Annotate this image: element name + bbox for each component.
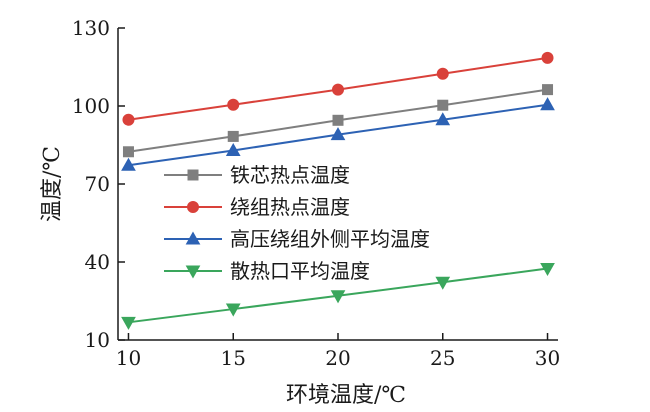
series-4: [121, 263, 555, 330]
data-point: [540, 263, 555, 277]
x-tick-label: 25: [430, 346, 455, 370]
data-point: [542, 84, 554, 96]
data-point: [436, 67, 449, 80]
x-tick-label: 30: [535, 346, 560, 370]
data-point: [225, 142, 241, 156]
data-point: [541, 51, 554, 64]
legend-item: 高压绕组外侧平均温度: [164, 227, 430, 251]
series-layer: [121, 51, 555, 330]
legend-item: 绕组热点温度: [164, 195, 350, 219]
series-3: [121, 97, 555, 171]
legend-item: 散热口平均温度: [164, 259, 370, 283]
data-point: [435, 276, 451, 290]
y-tick-label: 70: [85, 172, 110, 196]
data-point: [121, 157, 136, 171]
data-point: [330, 127, 346, 141]
x-tick-label: 15: [221, 346, 246, 370]
legend-marker: [187, 169, 199, 181]
data-point: [330, 290, 346, 304]
data-point: [122, 146, 134, 158]
y-axis-title: 温度/℃: [40, 146, 65, 222]
data-point: [122, 113, 135, 126]
y-tick-label: 130: [72, 16, 110, 40]
y-tick-label: 10: [85, 328, 110, 352]
data-point: [227, 98, 240, 111]
x-tick-label: 20: [325, 346, 350, 370]
legend-marker: [187, 201, 199, 213]
y-tick-label: 40: [85, 250, 110, 274]
legend-marker: [185, 265, 201, 279]
x-axis-title: 环境温度/℃: [286, 383, 406, 408]
series-1: [122, 84, 554, 158]
data-point: [121, 316, 136, 330]
data-point: [332, 83, 344, 96]
data-point: [332, 114, 344, 126]
legend-label: 绕组热点温度: [230, 195, 350, 219]
data-point: [227, 130, 239, 142]
y-tick-label: 100: [72, 94, 110, 118]
legend-label: 高压绕组外侧平均温度: [230, 227, 430, 251]
y-ticks: 10 40 70 100 130: [72, 16, 125, 352]
legend-marker: [185, 231, 201, 245]
data-point: [437, 99, 449, 111]
data-point: [435, 112, 451, 126]
legend-label: 铁芯热点温度: [230, 163, 350, 187]
x-ticks: 10 15 20 25 30: [116, 333, 560, 370]
legend-label: 散热口平均温度: [230, 259, 370, 283]
series-2: [122, 51, 554, 126]
data-point: [225, 303, 241, 317]
legend-item: 铁芯热点温度: [164, 163, 350, 187]
data-point: [540, 97, 555, 111]
x-tick-label: 10: [116, 346, 141, 370]
